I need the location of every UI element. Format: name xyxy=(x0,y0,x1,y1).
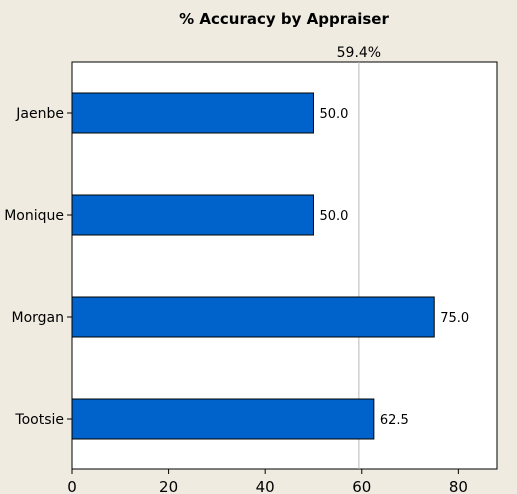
x-tick-label: 40 xyxy=(256,478,275,494)
x-tick-label: 0 xyxy=(67,478,77,494)
bar-jaenbe xyxy=(71,92,314,134)
category-label-jaenbe: Jaenbe xyxy=(15,106,64,122)
value-label-tootsie: 62.5 xyxy=(380,413,409,428)
value-label-jaenbe: 50.0 xyxy=(319,107,348,122)
reference-line-label: 59.4% xyxy=(337,45,381,61)
bar-tootsie xyxy=(71,398,375,440)
chart-title: % Accuracy by Appraiser xyxy=(179,10,389,28)
value-label-monique: 50.0 xyxy=(319,209,348,224)
value-label-morgan: 75.0 xyxy=(440,311,469,326)
x-tick-label: 20 xyxy=(159,478,178,494)
category-label-morgan: Morgan xyxy=(12,310,65,326)
category-label-monique: Monique xyxy=(4,208,64,224)
x-tick-label: 80 xyxy=(449,478,468,494)
category-label-tootsie: Tootsie xyxy=(14,412,64,428)
x-tick-label: 60 xyxy=(352,478,371,494)
bar-morgan xyxy=(71,296,435,338)
bar-monique xyxy=(71,194,314,236)
